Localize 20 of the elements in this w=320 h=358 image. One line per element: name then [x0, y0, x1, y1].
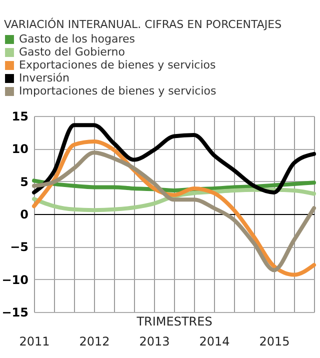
y-tick-label: −5: [10, 240, 28, 254]
legend-label: Importaciones de bienes y servicios: [19, 84, 216, 98]
y-tick-label: 5: [20, 174, 28, 189]
x-tick-label: 2011: [19, 334, 50, 348]
legend-label: Inversión: [19, 72, 70, 84]
y-tick-label: 0: [20, 208, 28, 222]
x-tick-label: 2015: [259, 334, 290, 348]
x-tick-label: 2014: [199, 334, 230, 348]
x-tick-label: 2012: [79, 334, 110, 348]
y-tick-label: 15: [12, 110, 28, 124]
y-tick-label: −15: [2, 306, 28, 320]
y-tick-label: −10: [2, 272, 28, 287]
x-axis-title: TRIMESTRES: [136, 314, 212, 328]
x-tick-label: 2013: [139, 334, 170, 348]
y-tick-label: 10: [12, 142, 28, 156]
line-series: [32, 123, 316, 194]
legend-label: Gasto del Gobierno: [19, 46, 126, 58]
chart-title: VARIACIÓN INTERANUAL. CIFRAS EN PORCENTAJES: [4, 17, 282, 31]
legend-label: Gasto de los hogares: [19, 32, 136, 46]
legend-label: Exportaciones de bienes y servicios: [19, 58, 216, 72]
